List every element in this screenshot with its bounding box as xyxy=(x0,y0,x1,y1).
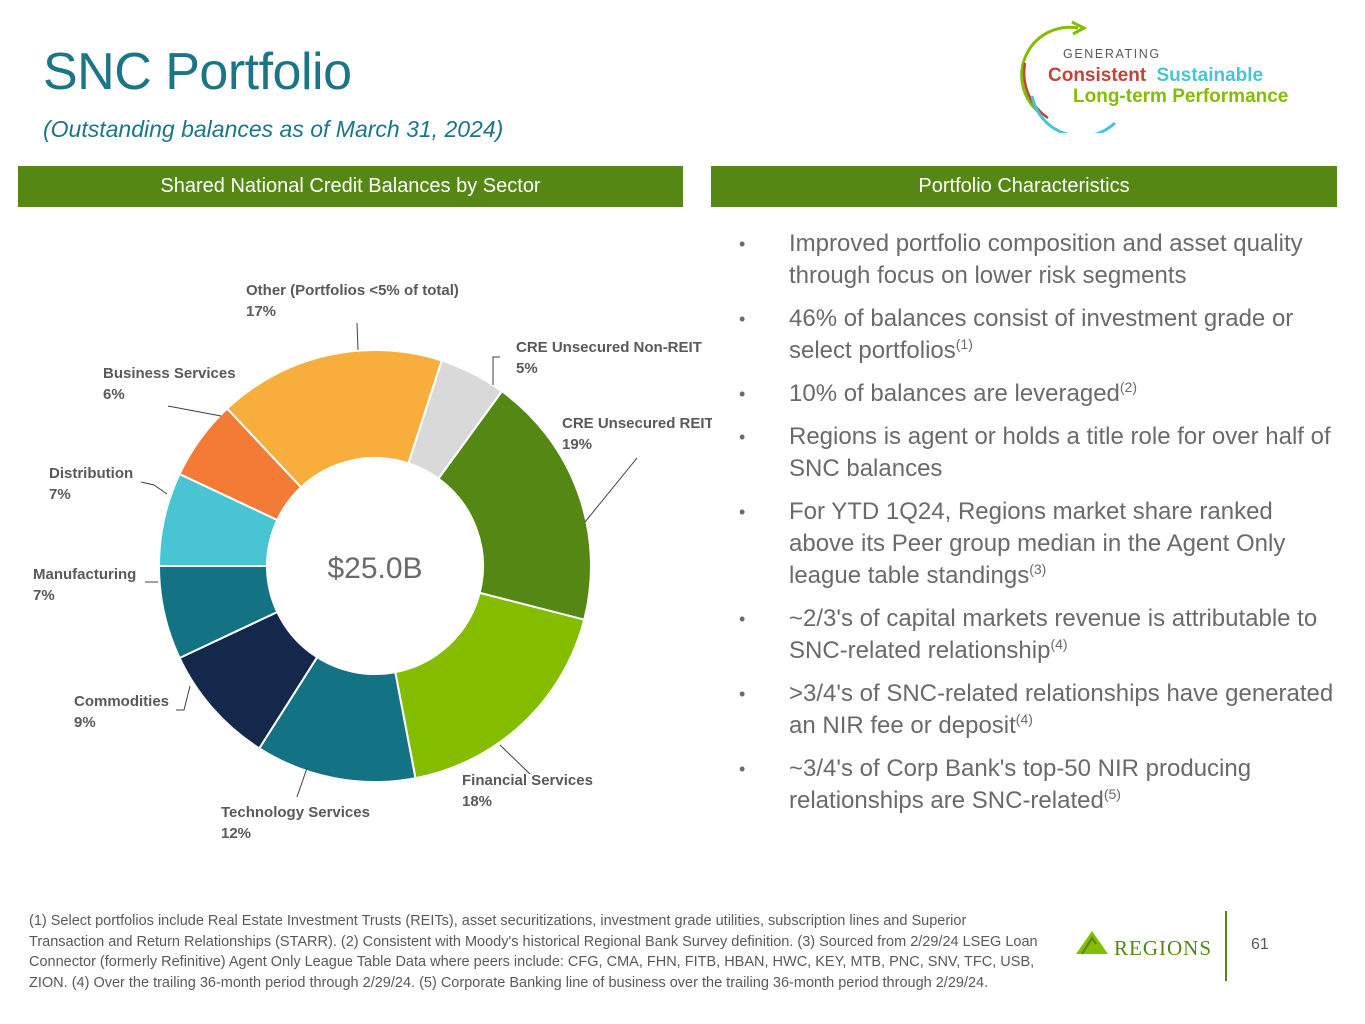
slice-label-name: Other (Portfolios <5% of total) xyxy=(246,282,459,299)
donut-slice xyxy=(437,389,592,621)
characteristic-item: • >3/4's of SNC-related relationships hav… xyxy=(735,678,1335,742)
footnote-marker: (4) xyxy=(1015,711,1033,727)
characteristic-text: Improved portfolio composition and asset… xyxy=(789,230,1303,289)
slice-leader-line xyxy=(499,744,531,775)
bullet-dot: • xyxy=(739,309,746,329)
slice-leader-line xyxy=(176,685,191,711)
logo-arc-red xyxy=(1022,62,1049,120)
slice-label-name: CRE Unsecured Non-REIT xyxy=(516,339,702,356)
chart-section-banner: Shared National Credit Balances by Secto… xyxy=(18,166,683,207)
logo-consistent: Consistent xyxy=(1048,65,1147,86)
characteristics-section-banner: Portfolio Characteristics xyxy=(711,166,1337,207)
slice-leader-line xyxy=(296,767,308,798)
footnote-marker: (1) xyxy=(955,336,973,352)
characteristic-item: • ~3/4's of Corp Bank's top-50 NIR produc… xyxy=(735,753,1335,817)
slice-label-name: Technology Services xyxy=(221,804,370,821)
characteristic-item: • ~2/3's of capital markets revenue is at… xyxy=(735,603,1335,667)
generating-performance-logo: GENERATING Consistent Sustainable Long-t… xyxy=(1020,20,1288,133)
logo-sustainable: Sustainable xyxy=(1156,65,1263,86)
slice-label-value: 18% xyxy=(462,793,492,810)
slice-label-value: 7% xyxy=(49,486,71,503)
sector-donut-chart: CRE Unsecured Non-REIT 5% CRE Unsecured RE… xyxy=(33,282,712,842)
bullet-dot: • xyxy=(739,502,746,522)
svg-text:Consistent Sustainable: Consistent Sustainable xyxy=(1048,65,1263,86)
bullet-dot: • xyxy=(739,609,746,629)
slice-label-name: Manufacturing xyxy=(33,566,136,583)
slice-label-name: Distribution xyxy=(49,465,133,482)
slice-label-value: 7% xyxy=(33,587,55,604)
footer-divider xyxy=(1225,911,1227,981)
slice-label-value: 12% xyxy=(221,825,251,842)
bullet-dot: • xyxy=(739,384,746,404)
characteristic-item: • Regions is agent or holds a title role … xyxy=(735,421,1335,485)
bullet-dot: • xyxy=(739,759,746,779)
footnote-marker: (5) xyxy=(1103,786,1121,802)
characteristic-item: • 46% of balances consist of investment g… xyxy=(735,303,1335,367)
footnote-marker: (4) xyxy=(1050,636,1068,652)
slice-label-value: 6% xyxy=(103,386,125,403)
characteristics-list: • Improved portfolio composition and asse… xyxy=(735,228,1335,828)
slice-label-value: 17% xyxy=(246,303,276,320)
donut-center-total: $25.0B xyxy=(327,552,422,585)
slice-label-name: Commodities xyxy=(74,693,169,710)
characteristic-text: Regions is agent or holds a title role f… xyxy=(789,423,1331,482)
slice-label-value: 19% xyxy=(562,436,592,453)
donut-slice xyxy=(225,349,444,489)
bullet-dot: • xyxy=(739,234,746,254)
logo-arrow-icon xyxy=(1071,20,1088,36)
characteristic-text: ~3/4's of Corp Bank's top-50 NIR produci… xyxy=(789,755,1252,814)
slice-label-name: Business Services xyxy=(103,365,236,382)
logo-arc-green xyxy=(1020,25,1079,115)
characteristic-item: • Improved portfolio composition and asse… xyxy=(735,228,1335,292)
page-number: 61 xyxy=(1251,936,1269,953)
logo-generating: GENERATING xyxy=(1063,47,1161,61)
characteristic-text: For YTD 1Q24, Regions market share ranke… xyxy=(789,498,1286,589)
slice-leader-line xyxy=(140,481,168,495)
page-title: SNC Portfolio xyxy=(43,43,352,101)
bullet-dot: • xyxy=(739,427,746,447)
characteristic-text: ~2/3's of capital markets revenue is att… xyxy=(789,605,1318,664)
characteristic-text: 10% of balances are leveraged xyxy=(789,380,1120,407)
bullet-dot: • xyxy=(739,684,746,704)
regions-wordmark: REGIONS xyxy=(1114,936,1212,960)
donut-slice xyxy=(394,591,586,780)
slice-leader-line xyxy=(584,457,638,523)
slice-label-value: 9% xyxy=(74,714,96,731)
slice-leader-line xyxy=(167,405,222,417)
logo-long-term: Long-term Performance xyxy=(1073,86,1288,107)
page-subtitle: (Outstanding balances as of March 31, 20… xyxy=(43,116,504,142)
characteristic-text: 46% of balances consist of investment gr… xyxy=(789,305,1294,364)
footnote: (1) Select portfolios include Real Estat… xyxy=(29,913,1038,991)
characteristic-item: • 10% of balances are leveraged(2) xyxy=(735,378,1335,410)
slice-leader-line xyxy=(492,356,500,385)
footnote-marker: (3) xyxy=(1029,561,1047,577)
regions-leaf-icon xyxy=(1076,931,1108,954)
regions-logo: REGIONS xyxy=(1076,931,1212,960)
slice-label-name: Financial Services xyxy=(462,772,593,789)
characteristic-text: >3/4's of SNC-related relationships have… xyxy=(789,680,1334,739)
slice-label-value: 5% xyxy=(516,360,538,377)
logo-arc-blue xyxy=(1030,95,1117,133)
slice-leader-line xyxy=(356,322,359,351)
characteristic-item: • For YTD 1Q24, Regions market share rank… xyxy=(735,496,1335,592)
footnote-marker: (2) xyxy=(1119,379,1138,395)
slice-label-name: CRE Unsecured REIT xyxy=(562,415,712,432)
